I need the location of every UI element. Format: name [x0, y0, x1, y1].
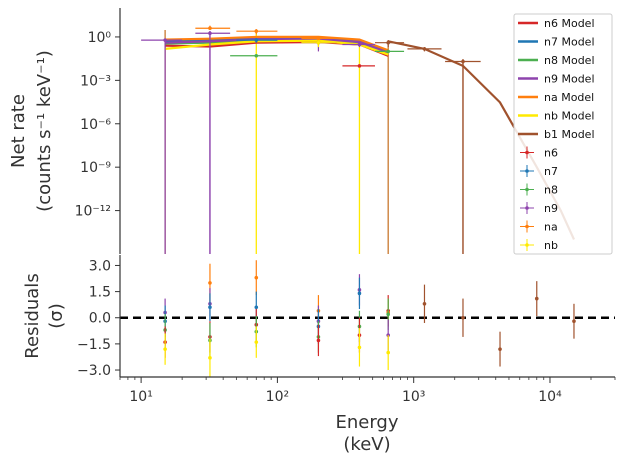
data-point-n9-0	[141, 38, 183, 254]
legend: n6 Model n7 Model n8 Model n9 Model na Model…	[513, 13, 613, 255]
legend-box	[513, 13, 613, 255]
residual-point-32	[461, 298, 465, 337]
xtick-label-3: 10⁴	[538, 389, 562, 405]
svg-text:n7: n7	[544, 165, 558, 178]
top-ytick-label-1: 10⁻³	[80, 73, 111, 89]
data-point-na-2	[301, 36, 337, 42]
data-point-b1-0	[374, 40, 405, 48]
data-point-n9-1	[195, 31, 231, 254]
residual-point-20	[316, 324, 321, 357]
legend-entry-n9-model: n9 Model	[518, 73, 595, 86]
residual-point-11	[254, 260, 259, 296]
svg-text:n6 Model: n6 Model	[544, 17, 595, 30]
data-point-na-0	[195, 25, 231, 31]
svg-text:n7 Model: n7 Model	[544, 36, 595, 49]
data-point-n8-0	[230, 53, 278, 58]
xtick-label-2: 10³	[402, 389, 425, 405]
residuals-panel: 3.0 1.5 0.0 −1.5 −3.0 10¹ 10² 10³ 10⁴ Residuals…	[22, 255, 616, 455]
data-point-n8-1	[374, 49, 405, 54]
top-ytick-label-2: 10⁻⁶	[80, 117, 111, 133]
legend-entry-nb-model: nb Model	[518, 110, 594, 123]
residual-point-33	[498, 331, 502, 367]
legend-entry-n7: n7	[520, 165, 558, 178]
svg-text:nb: nb	[544, 239, 558, 252]
residual-point-34	[534, 281, 539, 316]
legend-entry-b1-model: b1 Model	[518, 128, 595, 141]
bottom-y-axis-label: Residuals	[22, 273, 43, 358]
data-point-n9-3	[342, 42, 375, 48]
top-y-axis-label: Net rate	[8, 94, 29, 168]
data-point-n7-0	[236, 38, 278, 43]
model-line-n9-model	[165, 38, 389, 54]
top-ytick-label-3: 10⁻⁹	[80, 160, 111, 176]
data-point-n6-0	[342, 64, 375, 68]
data-point-b1-2	[445, 58, 481, 254]
svg-text:n9 Model: n9 Model	[544, 73, 595, 86]
svg-text:na Model: na Model	[544, 91, 594, 104]
data-point-na-1	[236, 29, 278, 35]
model-line-nb-model	[164, 39, 389, 56]
x-axis-unit: (keV)	[343, 434, 390, 455]
legend-entry-na-model: na Model	[518, 91, 594, 104]
svg-text:n9: n9	[544, 202, 558, 215]
legend-entry-n6-model: n6 Model	[518, 17, 595, 30]
residual-point-7	[208, 293, 212, 322]
svg-text:n6: n6	[544, 147, 558, 160]
xtick-label-0: 10¹	[129, 389, 152, 405]
bottom-ytick-label-0: 3.0	[89, 258, 111, 274]
legend-entry-n7-model: n7 Model	[518, 36, 595, 49]
top-ytick-label-0: 10⁰	[88, 30, 112, 46]
top-y-axis-unit: (counts s⁻¹ keV⁻¹)	[34, 50, 55, 212]
model-line-na-model	[165, 35, 389, 52]
svg-text:nb Model: nb Model	[544, 110, 594, 123]
legend-entry-n8-model: n8 Model	[518, 54, 595, 67]
residual-point-15	[254, 326, 259, 358]
x-axis-label: Energy	[335, 412, 398, 433]
residual-point-35	[572, 303, 576, 339]
bottom-ytick-label-1: 1.5	[89, 285, 111, 301]
svg-text:n8: n8	[544, 184, 558, 197]
top-ytick-label-4: 10⁻¹²	[75, 204, 111, 220]
svg-text:na: na	[544, 221, 558, 234]
spectrum-panel: 10⁰ 10⁻³ 10⁻⁶ 10⁻⁹ 10⁻¹² Net rate (counts s⁻…	[8, 8, 613, 255]
svg-text:n8 Model: n8 Model	[544, 54, 595, 67]
residual-point-22	[357, 277, 362, 310]
xtick-label-1: 10²	[266, 389, 289, 405]
legend-entry-n8: n8	[520, 183, 558, 197]
residual-point-4	[163, 333, 167, 365]
bottom-y-axis-unit: (σ)	[46, 303, 67, 328]
data-point-b1-1	[407, 47, 442, 52]
bottom-ytick-label-4: −3.0	[77, 363, 111, 379]
bottom-ytick-label-2: 0.0	[89, 311, 111, 327]
legend-entry-nb: nb	[520, 239, 558, 252]
legend-entry-n6: n6	[520, 146, 558, 160]
bottom-ytick-label-3: −1.5	[77, 337, 111, 353]
svg-text:b1 Model: b1 Model	[544, 128, 595, 141]
residual-point-25	[357, 328, 362, 367]
residual-point-10	[208, 338, 212, 377]
data-point-nb-0	[301, 40, 337, 48]
residual-point-30	[386, 335, 390, 371]
legend-entry-na: na	[520, 220, 558, 234]
legend-entry-n9: n9	[520, 202, 558, 215]
residual-point-31	[422, 284, 427, 323]
